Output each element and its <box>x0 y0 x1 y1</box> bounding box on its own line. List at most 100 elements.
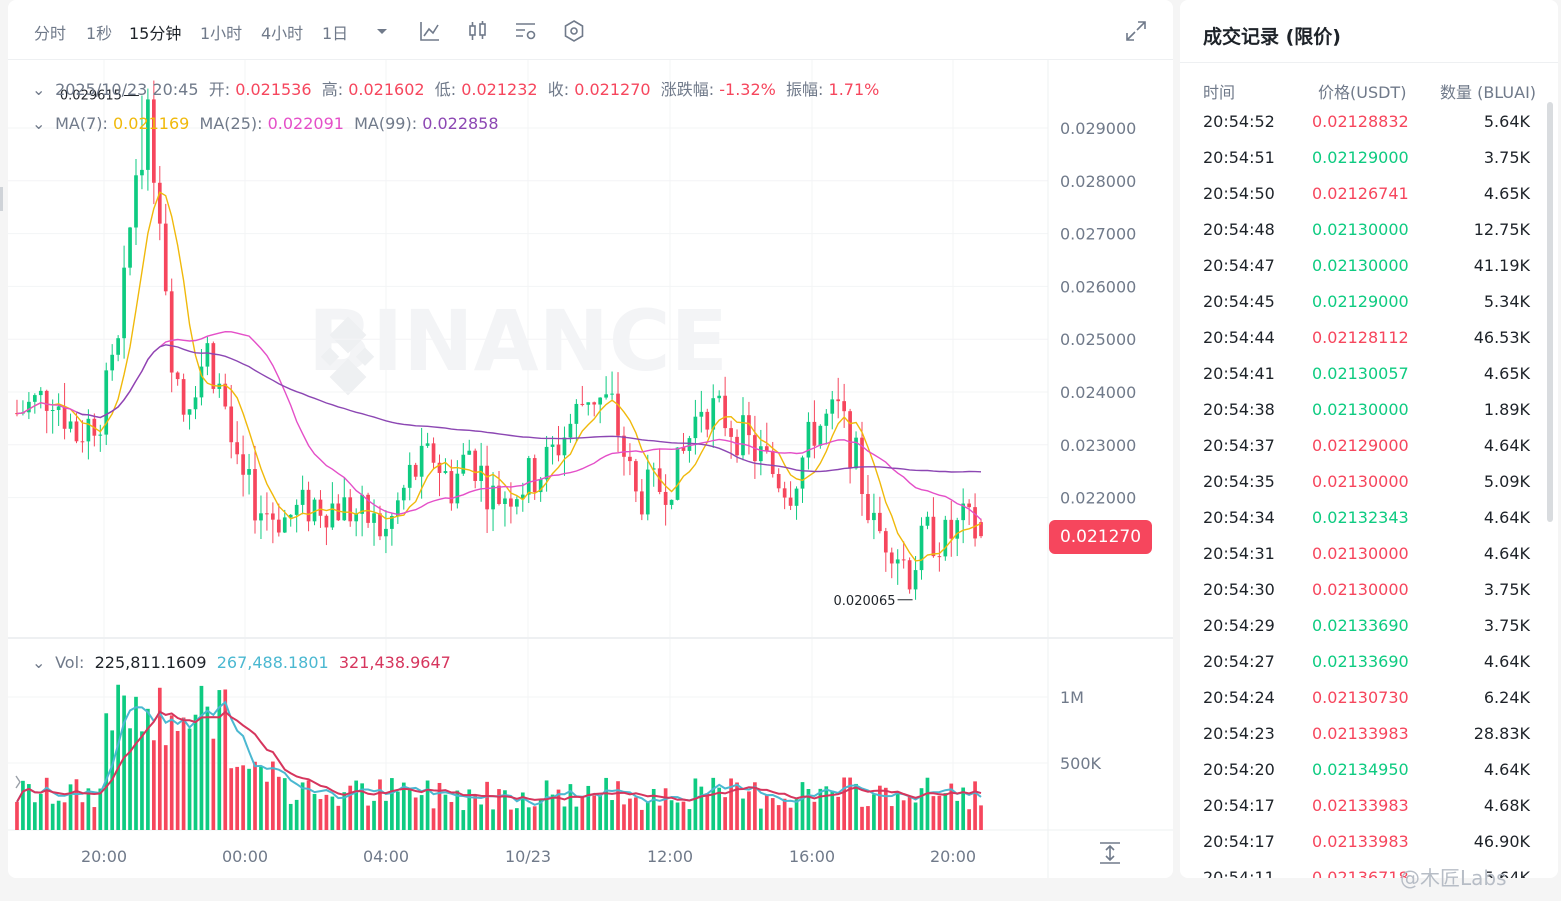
volume-bar <box>949 783 954 830</box>
trade-price: 0.02130000 <box>1312 220 1409 239</box>
volume-bar <box>372 800 376 830</box>
volume-bar <box>146 708 150 830</box>
interval-1d[interactable]: 1日 <box>322 24 349 43</box>
volume-ma-lines <box>16 700 982 806</box>
price-tick-label: 0.029000 <box>1060 119 1136 138</box>
candle-body <box>253 469 257 521</box>
collapse-chevron-icon[interactable]: ⌄ <box>32 80 46 99</box>
chart-settings-icon[interactable] <box>561 18 587 44</box>
line-chart-icon[interactable] <box>417 18 443 44</box>
trade-time: 20:54:37 <box>1203 436 1275 455</box>
candle-body <box>806 421 811 458</box>
volume-bar <box>818 788 823 830</box>
trades-scrollbar[interactable] <box>1547 102 1553 522</box>
candle-body <box>550 444 555 447</box>
interval-1s[interactable]: 1秒 <box>86 24 113 43</box>
volume-bar <box>407 789 412 830</box>
candle-body <box>32 395 37 402</box>
volume-bar <box>913 802 918 830</box>
trade-qty: 4.64K <box>1483 652 1530 671</box>
more-intervals-dropdown-icon[interactable] <box>369 18 395 44</box>
trade-time: 20:54:44 <box>1203 328 1275 347</box>
candle-body <box>497 485 501 504</box>
interval-timeline[interactable]: 分时 <box>34 24 67 43</box>
candle-body <box>788 497 793 506</box>
indicator-settings-icon[interactable] <box>513 18 539 44</box>
interval-1h[interactable]: 1小时 <box>200 24 243 43</box>
trade-price: 0.02133983 <box>1312 796 1409 815</box>
volume-bar <box>223 689 228 830</box>
trade-qty: 1.89K <box>1483 400 1530 419</box>
volume-bar <box>550 794 555 830</box>
trade-time: 20:54:34 <box>1203 508 1275 527</box>
price-tick-label: 0.025000 <box>1060 330 1136 349</box>
price-tick-label: 0.023000 <box>1060 436 1136 455</box>
candle-body <box>955 520 960 539</box>
volume-bar <box>973 781 977 830</box>
trade-price: 0.02130730 <box>1312 688 1409 707</box>
panel-resize-handle[interactable] <box>0 187 3 211</box>
collapse-chevron-icon[interactable]: ⌄ <box>32 653 46 672</box>
divider <box>1180 62 1558 63</box>
candle-body <box>443 471 448 473</box>
candle-body <box>44 390 49 411</box>
candle-type-icon[interactable] <box>465 18 491 44</box>
vol-label: Vol: <box>55 653 85 672</box>
collapse-chevron-icon[interactable]: ⌄ <box>32 114 46 133</box>
candle-body <box>758 446 763 462</box>
candle-body <box>943 519 948 557</box>
candle-body <box>937 556 942 558</box>
volume-bar <box>497 789 501 830</box>
interval-4h[interactable]: 4小时 <box>261 24 304 43</box>
candle-body <box>425 443 430 446</box>
trade-price: 0.02133983 <box>1312 724 1409 743</box>
trade-row: 20:54:34 0.02132343 4.64K <box>1180 500 1550 536</box>
candle-body <box>634 461 638 492</box>
trade-time: 20:54:31 <box>1203 544 1275 563</box>
candle-body <box>532 458 537 493</box>
candle-body <box>50 410 55 412</box>
volume-bar <box>538 799 543 830</box>
volume-bar <box>562 806 567 830</box>
candle-body <box>729 428 733 437</box>
volume-bar <box>122 695 126 830</box>
candle-body <box>770 450 775 475</box>
interval-15m[interactable]: 15分钟 <box>129 24 182 43</box>
trade-time: 20:54:52 <box>1203 112 1275 131</box>
current-price-tag: 0.021270 <box>1049 520 1152 554</box>
trade-qty: 5.64K <box>1483 112 1530 131</box>
trade-qty: 41.19K <box>1473 256 1530 275</box>
candle-body <box>360 494 364 514</box>
candle-body <box>848 411 852 469</box>
trade-price: 0.02132343 <box>1312 508 1409 527</box>
candle-body <box>265 513 269 515</box>
trade-qty: 4.64K <box>1483 544 1530 563</box>
candle-body <box>830 399 835 414</box>
trade-qty: 4.64K <box>1483 508 1530 527</box>
volume-bar <box>390 778 394 830</box>
candle-body <box>973 507 977 539</box>
candle-body <box>485 465 489 510</box>
volume-bar <box>663 788 668 830</box>
reset-axis-icon[interactable] <box>1100 842 1120 864</box>
candle-body <box>854 437 858 469</box>
volume-bar <box>479 804 483 830</box>
candle-body <box>776 474 781 489</box>
trade-row: 20:54:11 0.02136718 5.64K <box>1180 860 1550 878</box>
volume-bar <box>782 798 787 830</box>
kline-canvas[interactable]: BINANCE 0.029000 0.028000 0.027000 0.026000… <box>8 60 1173 878</box>
candle-body <box>294 504 299 515</box>
volume-bar <box>675 802 680 830</box>
candle-body <box>574 403 579 424</box>
volume-bar <box>229 768 234 830</box>
candle-body <box>211 343 216 389</box>
volume-bar <box>961 787 966 830</box>
candle-body <box>306 489 311 522</box>
trade-row: 20:54:17 0.02133983 46.90K <box>1180 824 1550 860</box>
trade-time: 20:54:20 <box>1203 760 1275 779</box>
fullscreen-icon[interactable] <box>1123 18 1149 44</box>
volume-bar <box>116 684 120 830</box>
volume-bar <box>592 795 597 830</box>
volume-bar <box>62 802 67 830</box>
trade-row: 20:54:52 0.02128832 5.64K <box>1180 104 1550 140</box>
